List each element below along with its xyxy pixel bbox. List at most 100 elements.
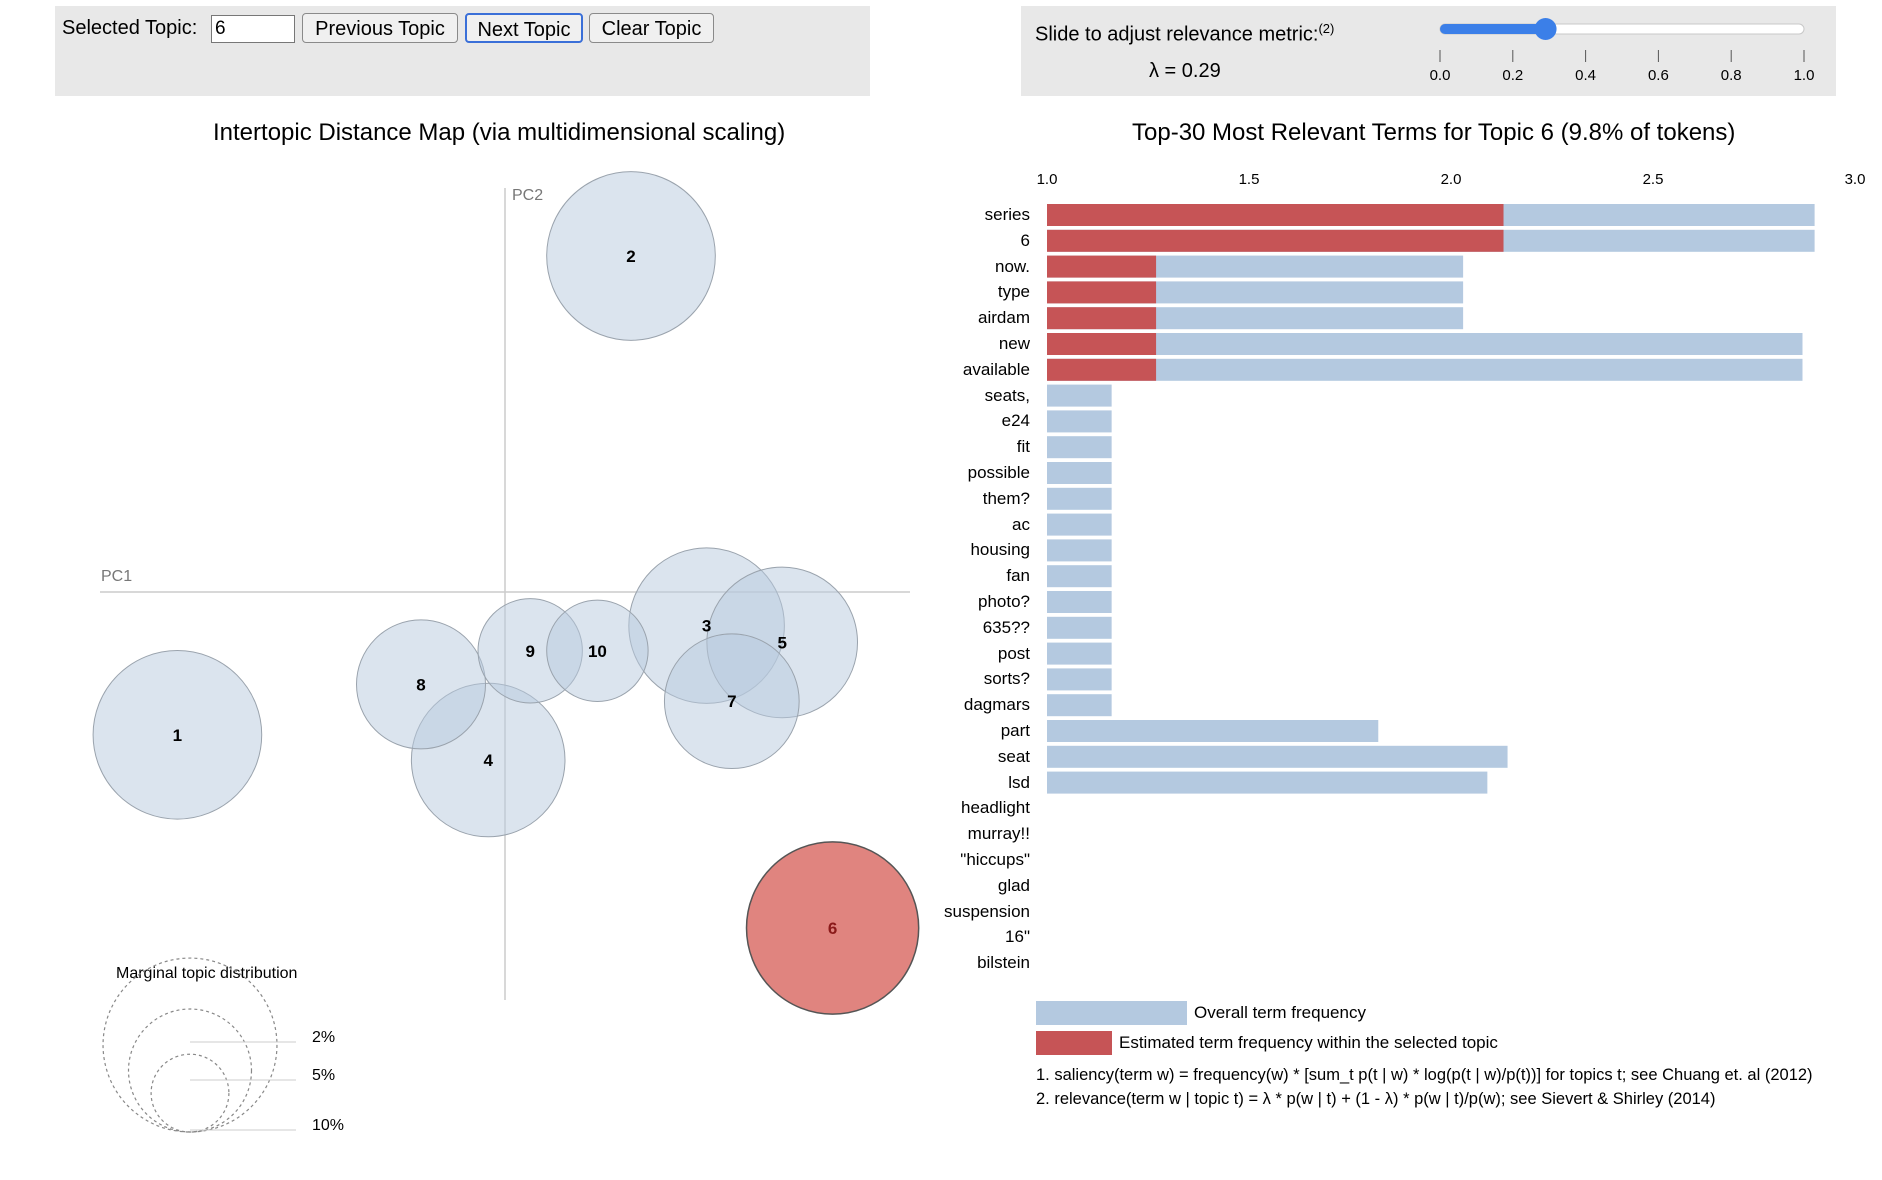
- term-label[interactable]: post: [997, 643, 1030, 663]
- term-label[interactable]: possible: [967, 463, 1030, 482]
- marginal-legend-label-0: 2%: [312, 1029, 335, 1046]
- term-label[interactable]: headlight: [960, 798, 1030, 818]
- term-label[interactable]: seats,: [984, 385, 1030, 405]
- topic-label-7: 7: [727, 692, 736, 711]
- x-tick-label: 1.5: [1239, 171, 1260, 188]
- term-label[interactable]: dagmars: [963, 695, 1030, 715]
- term-label[interactable]: fan: [1006, 566, 1030, 586]
- term-label[interactable]: seat: [997, 746, 1030, 766]
- term-label[interactable]: available: [962, 359, 1030, 379]
- topic-bar-0: [1047, 204, 1504, 226]
- topic-label-3: 3: [702, 617, 711, 636]
- relevance-slider-label: Slide to adjust relevance metric:(2): [1035, 21, 1334, 47]
- relevant-terms-bar-chart: 1.0 1.5 2.0 2.5 3.0: [1037, 171, 1865, 794]
- topic-control-panel: [55, 6, 870, 96]
- term-label[interactable]: glad: [997, 875, 1030, 895]
- overall-bar-7: [1047, 384, 1112, 407]
- marginal-legend-label-2: 10%: [312, 1117, 344, 1134]
- topic-circle-1[interactable]: [92, 649, 263, 820]
- slider-fill: [1440, 24, 1546, 34]
- next-topic-button[interactable]: Next Topic: [465, 13, 583, 43]
- topic-bar-6: [1047, 358, 1157, 381]
- term-label[interactable]: sorts?: [983, 669, 1030, 689]
- clear-topic-button[interactable]: Clear Topic: [589, 13, 714, 43]
- overall-bar-14: [1047, 565, 1112, 588]
- topic-label-9: 9: [525, 642, 534, 661]
- term-label[interactable]: type: [997, 282, 1030, 302]
- overall-bar-17: [1047, 642, 1112, 665]
- footnote-saliency: 1. saliency(term w) = frequency(w) * [su…: [1036, 1066, 1813, 1084]
- term-label[interactable]: 635??: [982, 617, 1030, 637]
- overall-bar-10: [1047, 462, 1112, 484]
- overall-bar-16: [1047, 616, 1112, 639]
- relevant-terms-title: Top-30 Most Relevant Terms for Topic 6 (…: [1132, 119, 1736, 146]
- pc1-axis-label: PC1: [101, 568, 132, 585]
- overall-bar-9: [1047, 436, 1112, 459]
- term-label[interactable]: part: [1000, 721, 1030, 740]
- overall-bar-11: [1047, 487, 1112, 510]
- topic-circle-10[interactable]: [546, 599, 649, 703]
- marginal-legend-circle: [127, 1008, 253, 1133]
- marginal-legend-label-1: 5%: [312, 1067, 335, 1084]
- selected-topic-input[interactable]: 6: [211, 15, 295, 43]
- topic-bar-1: [1047, 229, 1504, 252]
- legend-overall-label: Overall term frequency: [1194, 1003, 1366, 1022]
- marginal-legend-circle: [102, 957, 278, 1133]
- term-label[interactable]: them?: [982, 488, 1030, 508]
- intertopic-map-title: Intertopic Distance Map (via multidimens…: [213, 119, 786, 146]
- overall-bar-13: [1047, 539, 1112, 562]
- topic-label-5: 5: [777, 633, 786, 652]
- overall-bar-20: [1047, 720, 1379, 742]
- selected-topic-label: Selected Topic:: [62, 17, 198, 39]
- legend-topic-swatch: [1036, 1031, 1112, 1055]
- footnote-ref-2: (2): [1318, 21, 1335, 36]
- topic-bar-3: [1047, 281, 1157, 304]
- topic-label-10: 10: [588, 642, 607, 661]
- term-label[interactable]: 16": [1005, 927, 1030, 947]
- overall-bar-15: [1047, 591, 1112, 613]
- topic-bar-2: [1047, 255, 1157, 278]
- term-label[interactable]: airdam: [978, 308, 1030, 328]
- slider-tick-label: 0.0: [1430, 67, 1451, 84]
- relevance-slider-label-text: Slide to adjust relevance metric:: [1035, 23, 1319, 46]
- term-label[interactable]: photo?: [978, 592, 1030, 611]
- topic-circle-7[interactable]: [663, 633, 800, 770]
- overall-bar-19: [1047, 694, 1112, 717]
- slider-tick-label: 1.0: [1794, 67, 1815, 84]
- overall-bar-22: [1047, 771, 1488, 794]
- topic-circle-2[interactable]: [546, 171, 716, 341]
- topic-bar-5: [1047, 333, 1157, 355]
- term-label[interactable]: murray!!: [967, 824, 1030, 844]
- term-label[interactable]: now.: [995, 256, 1030, 276]
- slider-tick-label: 0.8: [1721, 67, 1742, 84]
- x-tick-label: 2.0: [1441, 171, 1462, 188]
- topic-circle-6[interactable]: [745, 841, 920, 1015]
- term-label[interactable]: suspension: [943, 901, 1030, 921]
- term-label[interactable]: housing: [970, 540, 1030, 560]
- footnote-relevance: 2. relevance(term w | topic t) = λ * p(w…: [1036, 1090, 1716, 1108]
- term-label[interactable]: fit: [1016, 437, 1030, 457]
- term-label[interactable]: 6: [1020, 230, 1030, 250]
- lambda-value-text: λ = 0.29: [1149, 60, 1221, 82]
- previous-topic-button[interactable]: Previous Topic: [302, 13, 458, 43]
- term-label[interactable]: ac: [1012, 514, 1030, 534]
- slider-tick-label: 0.2: [1502, 67, 1523, 84]
- term-label[interactable]: bilstein: [977, 953, 1030, 973]
- intertopic-distance-map: PC1 PC2 1 2 3 4 5 6 7 8 9 10 Marginal topic distribu…: [92, 171, 920, 1134]
- relevance-slider[interactable]: 0.0 0.2 0.4 0.6 0.8 1.0: [1420, 14, 1820, 90]
- slider-thumb[interactable]: [1534, 18, 1557, 40]
- slider-tick-label: 0.4: [1575, 67, 1596, 84]
- term-label[interactable]: new: [998, 334, 1030, 353]
- x-tick-label: 2.5: [1643, 171, 1664, 188]
- legend-topic-label: Estimated term frequency within the sele…: [1119, 1033, 1498, 1052]
- marginal-legend-circle: [150, 1053, 230, 1133]
- pc2-axis-label: PC2: [512, 187, 543, 204]
- overall-bar-12: [1047, 513, 1112, 536]
- topic-label-4: 4: [483, 751, 493, 770]
- term-label[interactable]: "hiccups": [960, 850, 1030, 869]
- term-label[interactable]: series: [984, 205, 1030, 224]
- term-label[interactable]: lsd: [1008, 772, 1030, 792]
- topic-circle-8[interactable]: [356, 619, 486, 750]
- overall-bar-21: [1047, 745, 1508, 768]
- term-label[interactable]: e24: [1001, 411, 1030, 431]
